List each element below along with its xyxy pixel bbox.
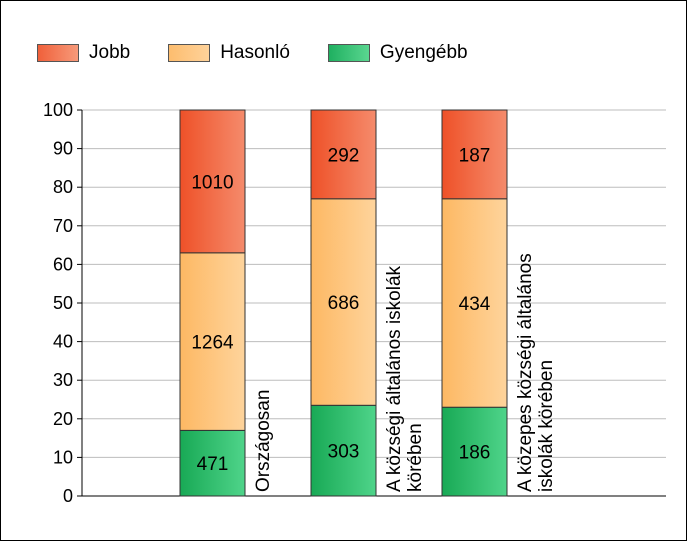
y-tick-label: 10 [53,447,73,467]
legend: Jobb Hasonló Gyengébb [37,42,506,64]
legend-swatch-gyengebb [327,44,370,62]
legend-item-hasonlo: Hasonló [168,42,290,64]
bar-segment [441,198,508,408]
bar-layer [179,109,508,497]
category-label: A közepes községi általános [515,253,536,492]
data-label: 471 [197,454,229,475]
legend-swatch-hasonlo [168,44,211,62]
y-tick-label: 80 [53,177,73,197]
y-tick-label: 30 [53,370,73,390]
category-label: Országosan [253,390,274,492]
y-tick-label: 60 [53,254,73,274]
bar-segment [310,109,377,200]
y-tick-label: 20 [53,409,73,429]
y-tick-label: 50 [53,293,73,313]
bar-segment [310,404,377,497]
category-label: A községi általános iskolák [384,265,405,492]
data-label: 292 [328,145,360,166]
data-label: 1010 [191,172,233,193]
y-tick-label: 90 [53,139,73,159]
bar-segment [179,109,246,254]
data-label: 303 [328,442,360,463]
category-label: iskolák körében [536,360,557,492]
legend-label-hasonlo: Hasonló [220,42,290,63]
legend-label-jobb: Jobb [89,42,131,63]
legend-item-gyengebb: Gyengébb [327,42,468,64]
data-label: 1264 [191,333,234,354]
y-tick-label: 0 [63,486,73,506]
y-tick-label: 40 [53,332,73,352]
bar-segment [441,109,508,200]
bar-segment [179,252,246,431]
data-label: 686 [328,293,360,314]
label-layer: 0 10 20 30 40 50 60 70 80 90 100 471 1264 1010 Országo… [43,100,557,506]
data-label: 187 [459,145,491,166]
bar-segment [310,198,377,406]
y-tick-label: 100 [43,100,73,120]
data-label: 434 [459,294,491,315]
legend-item-jobb: Jobb [37,42,130,64]
bar-segment [179,429,246,497]
y-tick-label: 70 [53,216,73,236]
category-label: körében [405,423,426,492]
data-label: 186 [459,443,491,464]
legend-swatch-jobb [37,44,79,62]
legend-label-gyengebb: Gyengébb [379,42,468,63]
